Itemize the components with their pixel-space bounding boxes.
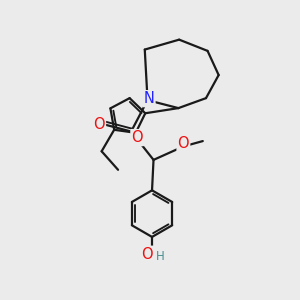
- Text: H: H: [156, 250, 164, 262]
- Text: O: O: [93, 116, 105, 131]
- Text: O: O: [141, 247, 153, 262]
- Text: N: N: [144, 91, 154, 106]
- Text: O: O: [131, 130, 143, 145]
- Text: O: O: [178, 136, 189, 151]
